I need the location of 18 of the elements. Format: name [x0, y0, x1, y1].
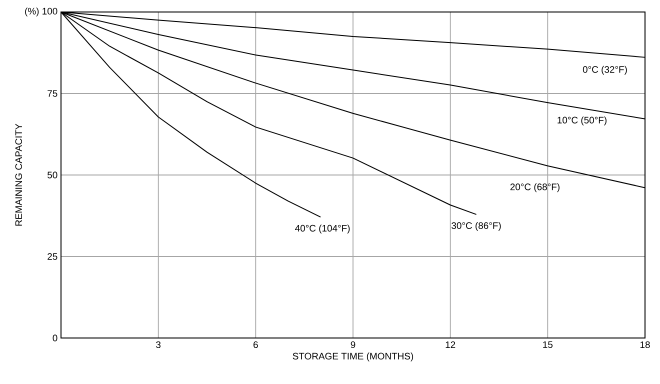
y-tick-label: 25: [48, 253, 58, 260]
x-tick-label: 18: [640, 341, 650, 348]
series-label: 0°C (32°F): [582, 66, 627, 75]
y-tick-label: 0: [52, 334, 58, 342]
y-tick-label: 75: [48, 90, 58, 97]
series-label: 20°C (68°F): [510, 183, 560, 192]
y-axis-title: REMAINING CAPACITY: [15, 124, 22, 226]
x-tick-label: 15: [543, 341, 553, 348]
x-tick-label: 3: [156, 341, 161, 348]
series-label: 10°C (50°F): [558, 116, 606, 126]
series-label: 30°C (86°F): [452, 222, 501, 231]
y-tick-label: 50: [48, 172, 58, 178]
series-label: 40°C (104°F): [295, 224, 350, 234]
x-tick-label: 9: [350, 341, 356, 348]
y-tick-label: (%) 100: [25, 8, 58, 16]
x-tick-label: 6: [254, 341, 258, 348]
x-tick-label: 12: [446, 341, 456, 348]
x-axis-title: STORAGE TIME (MONTHS): [292, 352, 414, 362]
